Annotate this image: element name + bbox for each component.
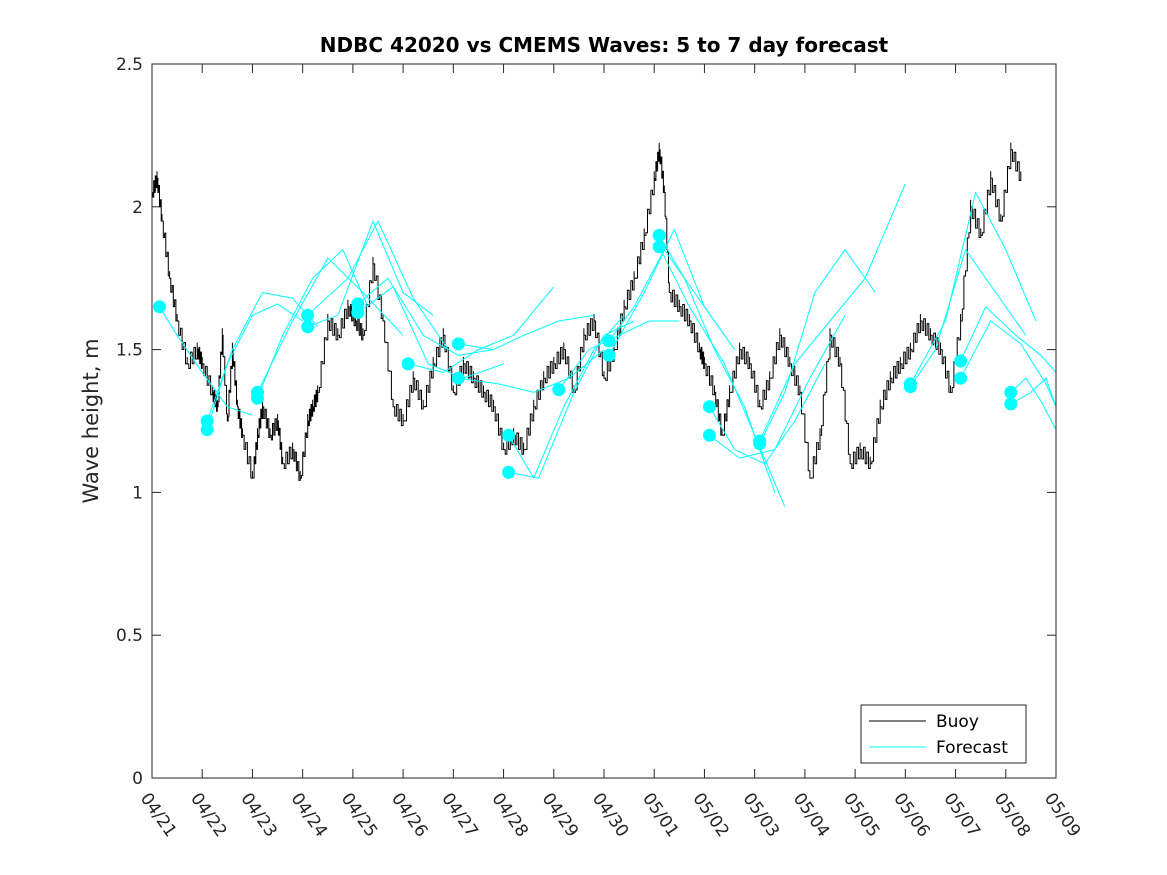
forecast-run-line bbox=[458, 349, 605, 393]
forecast-start-point bbox=[602, 334, 616, 348]
forecast-run-line bbox=[407, 286, 555, 373]
forecast-run-line bbox=[759, 248, 876, 445]
forecast-start-point bbox=[552, 383, 566, 397]
y-tick-label: 2 bbox=[132, 198, 143, 218]
forecast-start-point bbox=[251, 385, 264, 399]
forecast-start-point bbox=[451, 371, 465, 385]
plot-area bbox=[152, 64, 1056, 778]
forecast-start-point bbox=[954, 354, 968, 368]
forecast-start-point bbox=[703, 400, 716, 414]
forecast-start-point bbox=[1004, 397, 1018, 411]
forecast-run-line bbox=[307, 219, 434, 328]
forecast-run-line bbox=[909, 248, 1027, 387]
forecast-start-point bbox=[502, 428, 516, 442]
y-tick-label: 0.5 bbox=[116, 626, 143, 646]
legend-buoy-label: Buoy bbox=[936, 712, 979, 732]
forecast-run-line bbox=[159, 306, 253, 416]
forecast-run-line bbox=[658, 246, 786, 507]
chart-title: NDBC 42020 vs CMEMS Waves: 5 to 7 day fo… bbox=[320, 33, 889, 57]
forecast-run-line bbox=[257, 257, 404, 393]
legend-forecast-label: Forecast bbox=[936, 738, 1008, 758]
forecast-run-line bbox=[206, 291, 319, 422]
forecast-run-line bbox=[608, 228, 736, 356]
forecast-start-point bbox=[200, 414, 214, 428]
forecast-run-line bbox=[709, 363, 826, 465]
forecast-run-line bbox=[1010, 377, 1057, 407]
forecast-run-line bbox=[458, 314, 595, 351]
forecast-run-line bbox=[960, 305, 1057, 373]
forecast-run-line bbox=[909, 191, 1037, 385]
forecast-start-point bbox=[502, 465, 516, 479]
y-tick-label: 1 bbox=[132, 483, 143, 503]
forecast-run-line bbox=[206, 303, 303, 430]
forecast-run-line bbox=[960, 320, 1057, 407]
y-tick-label: 1.5 bbox=[116, 341, 143, 361]
legend-box bbox=[860, 704, 1027, 764]
forecast-start-point bbox=[153, 300, 166, 314]
legend: Buoy Forecast bbox=[860, 704, 1027, 764]
buoy-series-line bbox=[152, 142, 1022, 481]
forecast-start-point bbox=[351, 306, 365, 319]
forecast-start-point bbox=[401, 357, 415, 371]
forecast-start-point bbox=[451, 337, 465, 351]
forecast-run-line bbox=[709, 315, 846, 459]
forecast-start-point bbox=[903, 377, 917, 391]
y-tick-label: 2.5 bbox=[116, 55, 143, 75]
y-axis: 0 0.5 1 1.5 2 2.5 bbox=[116, 55, 1056, 789]
forecast-run-line bbox=[759, 183, 906, 442]
forecast-run-line bbox=[558, 320, 680, 390]
forecast-start-point bbox=[753, 434, 767, 448]
forecast-run-line bbox=[257, 248, 369, 399]
forecast-start-point bbox=[652, 228, 666, 242]
forecast-start-point bbox=[652, 240, 666, 254]
series-layer bbox=[152, 142, 1057, 507]
forecast-start-point bbox=[301, 308, 315, 322]
y-axis-label: Wave height, m bbox=[79, 338, 103, 503]
forecast-start-point bbox=[1004, 385, 1018, 399]
plot-border bbox=[151, 63, 1057, 779]
forecast-run-line bbox=[508, 320, 635, 479]
forecast-run-line bbox=[307, 219, 449, 350]
forecast-start-point bbox=[703, 428, 716, 442]
forecast-start-point bbox=[301, 320, 315, 334]
forecast-start-point bbox=[954, 371, 968, 385]
forecast-run-line bbox=[357, 286, 504, 379]
y-tick-label: 0 bbox=[132, 769, 143, 789]
forecast-start-point bbox=[602, 348, 616, 362]
forecast-run-line bbox=[357, 277, 494, 356]
